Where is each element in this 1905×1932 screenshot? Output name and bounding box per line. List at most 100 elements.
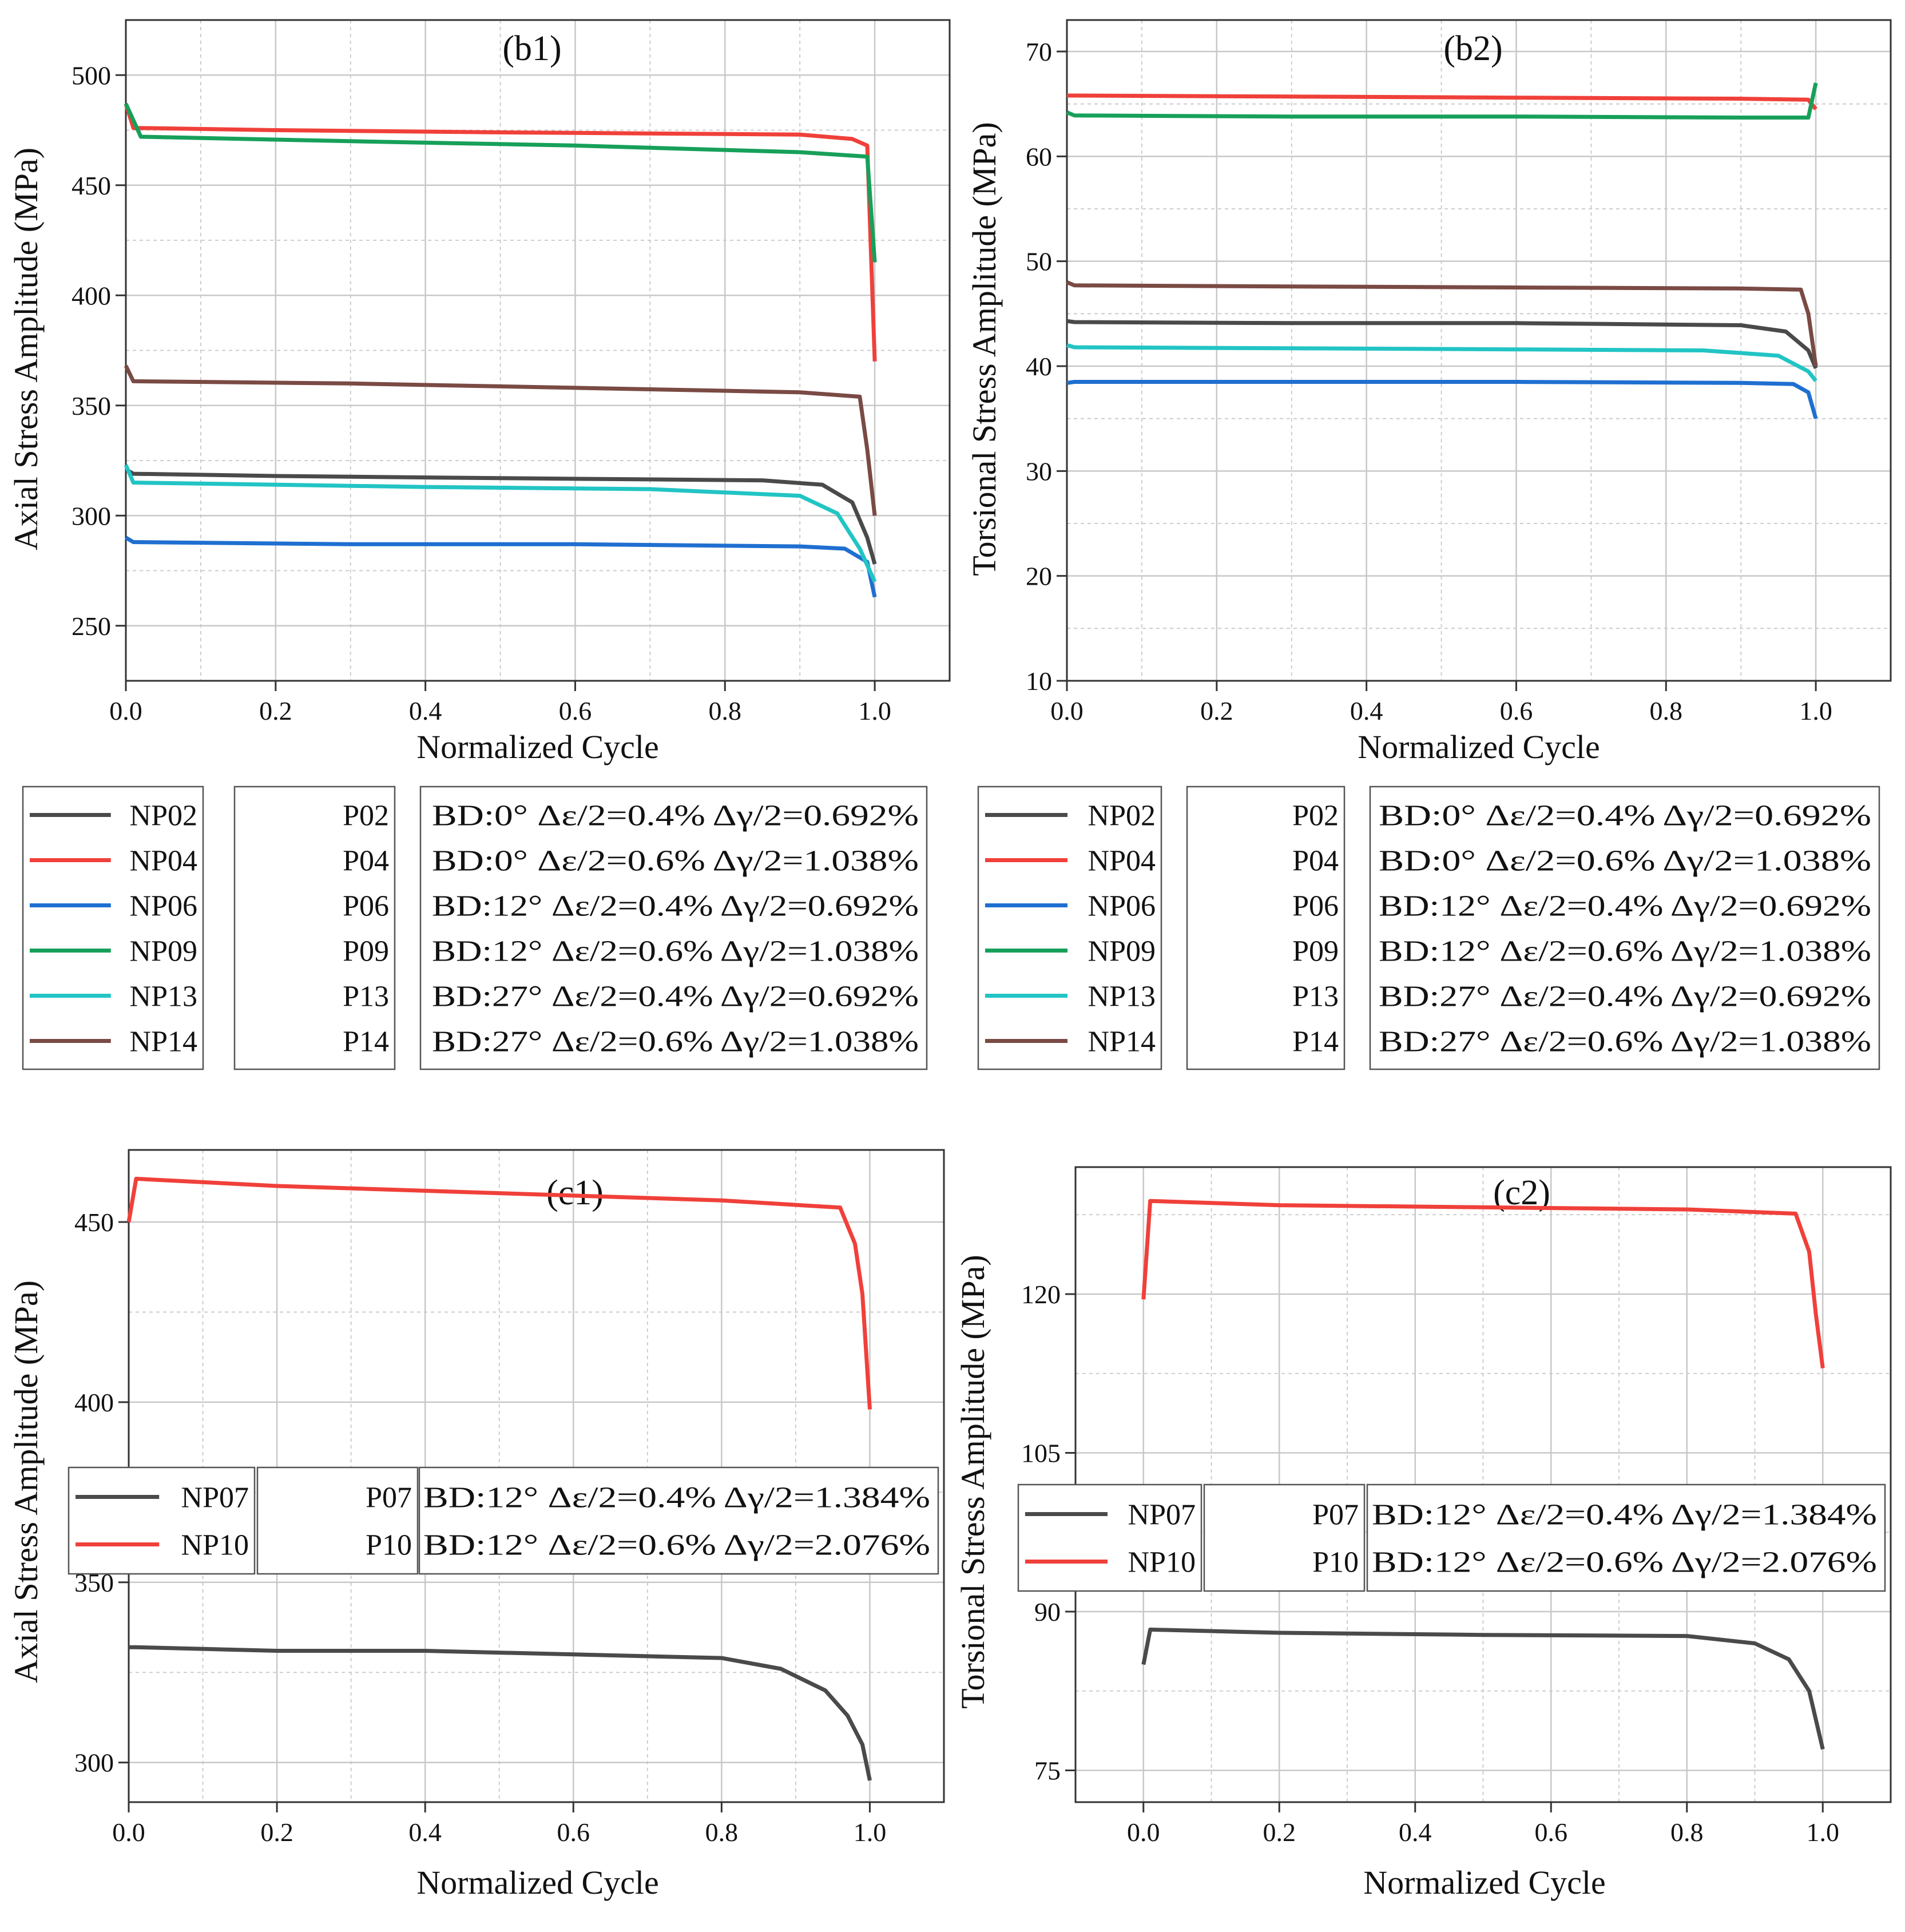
x-tick-label: 0.6 (559, 696, 592, 725)
legend-label-P10: P10 (1312, 1546, 1359, 1579)
legend-description-box (418, 1466, 939, 1575)
series-NP04 (124, 103, 877, 362)
y-tick-label: 450 (72, 171, 111, 200)
x-tick-label: 0.0 (112, 1818, 145, 1847)
series-NP02 (125, 467, 877, 565)
legend-description: BD:0° Δε/2=0.4% Δγ/2=0.692% (1379, 800, 1871, 832)
x-tick-label: 1.0 (858, 696, 891, 725)
x-tick-label: 0.0 (1127, 1818, 1160, 1847)
x-tick-label: 0.4 (408, 1818, 442, 1847)
y-tick-label: 50 (1026, 247, 1052, 276)
series-NP09 (124, 102, 877, 263)
series-P02 (1067, 382, 1816, 440)
legend-label-NP02: NP02 (130, 800, 197, 832)
y-tick-label: 500 (72, 61, 111, 90)
y-tick-label: 30 (1026, 457, 1052, 486)
legend-label-P02: P02 (1292, 800, 1339, 832)
x-axis-title: Normalized Cycle (1363, 1864, 1606, 1901)
legend-label-P04: P04 (343, 845, 389, 878)
legend-label-NP13: NP13 (130, 981, 197, 1013)
legend-label-P07: P07 (1312, 1499, 1359, 1532)
legend-dashed-box (1203, 1483, 1366, 1592)
gridlines (126, 20, 950, 681)
series-NP09 (1066, 82, 1818, 120)
x-tick-label: 0.0 (109, 696, 142, 725)
legend-solid-box (977, 786, 1162, 1070)
legend-label-P02: P02 (343, 800, 389, 832)
legend-label-NP10: NP10 (1128, 1546, 1196, 1579)
legend-description: BD:27° Δε/2=0.4% Δγ/2=0.692% (432, 981, 919, 1013)
series-group (124, 102, 877, 598)
legend-description: BD:12° Δε/2=0.6% Δγ/2=1.038% (432, 935, 919, 968)
y-axis-title: Torsional Stress Amplitude (MPa) (954, 1255, 991, 1708)
legend-label-P14: P14 (343, 1026, 389, 1058)
legend-label-P04: P04 (1292, 845, 1339, 878)
legend-label-NP02: NP02 (1088, 800, 1156, 832)
y-tick-label: 120 (1021, 1280, 1061, 1309)
x-tick-label: 0.6 (1500, 696, 1533, 725)
x-tick-label: 0.8 (709, 696, 742, 725)
y-tick-label: 75 (1034, 1756, 1061, 1786)
legend-description-box (1369, 786, 1880, 1070)
legend-solid-box (1017, 1483, 1202, 1592)
series-NP06 (125, 535, 877, 598)
legend-label-P06: P06 (343, 890, 389, 923)
x-tick-label: 1.0 (854, 1818, 887, 1847)
y-tick-label: 105 (1021, 1439, 1061, 1468)
x-axis-title: Normalized Cycle (416, 1864, 659, 1901)
chart-b1: 0.0 0.2 0.4 0.6 0.8 1.0 250 300 350 400 450 500 Norm… (7, 19, 951, 1070)
y-tick-label: 400 (72, 281, 111, 310)
y-tick-label: 70 (1026, 37, 1052, 66)
legend-label-P09: P09 (343, 935, 389, 968)
panel-label: (c1) (546, 1173, 604, 1212)
y-tick-label: 350 (72, 391, 111, 420)
y-tick-label: 300 (74, 1748, 114, 1778)
series-NP13 (124, 464, 877, 583)
x-axis-title: Normalized Cycle (1358, 728, 1600, 765)
x-tick-label: 0.2 (1263, 1818, 1296, 1847)
series-NP10 (1141, 1199, 1825, 1368)
legend-label-P07: P07 (366, 1482, 412, 1514)
x-tick-label: 0.4 (409, 696, 442, 725)
legend-label-NP06: NP06 (1088, 890, 1156, 923)
panel-label: (b2) (1443, 29, 1502, 68)
legend-description: BD:12° Δε/2=0.4% Δγ/2=0.692% (1379, 890, 1871, 923)
x-tick-label: 0.2 (1200, 696, 1233, 725)
x-tick-label: 0.8 (705, 1818, 739, 1847)
legend-label-P10: P10 (366, 1529, 412, 1562)
legend-description: BD:12° Δε/2=0.4% Δγ/2=0.692% (432, 890, 919, 923)
legend-description: BD:12° Δε/2=0.6% Δγ/2=2.076% (423, 1529, 930, 1562)
legend-label-P14: P14 (1292, 1026, 1339, 1058)
legend-description-box (419, 786, 928, 1070)
panel-label: (b1) (502, 29, 561, 68)
chart-b2: 0.0 0.2 0.4 0.6 0.8 1.0 10 20 30 40 50 60 70 Normaliz… (966, 19, 1892, 1070)
y-tick-label: 40 (1026, 352, 1052, 381)
legend-description: BD:12° Δε/2=0.6% Δγ/2=1.038% (1379, 935, 1871, 968)
legend-description: BD:27° Δε/2=0.4% Δγ/2=0.692% (1379, 981, 1871, 1013)
legend-label-P13: P13 (343, 981, 389, 1013)
series-group (1141, 1199, 1825, 1750)
legend-label-NP07: NP07 (1128, 1499, 1196, 1532)
series-NP14 (124, 364, 877, 516)
legend-solid-box (68, 1466, 256, 1575)
legend-label-P13: P13 (1292, 981, 1339, 1013)
legend-label-NP07: NP07 (181, 1482, 249, 1514)
series-NP14 (1066, 280, 1818, 367)
legend-label-P09: P09 (1292, 935, 1339, 968)
legend-description: BD:0° Δε/2=0.6% Δγ/2=1.038% (432, 845, 919, 878)
legend: NP07 P07 BD:12° Δε/2=0.4% Δγ/2=1.384% NP10 P… (1017, 1483, 1886, 1592)
legend-description: BD:12° Δε/2=0.6% Δγ/2=2.076% (1372, 1546, 1877, 1579)
legend-solid-box (22, 786, 204, 1070)
legend-description: BD:0° Δε/2=0.6% Δγ/2=1.038% (1379, 845, 1871, 878)
legend-description: BD:0° Δε/2=0.4% Δγ/2=0.692% (432, 800, 919, 832)
plot-frame (1066, 19, 1892, 682)
y-tick-label: 450 (74, 1208, 114, 1237)
series-group (126, 1176, 872, 1781)
legend-label-NP06: NP06 (130, 890, 197, 923)
legend-dashed-box (1186, 786, 1346, 1070)
y-tick-label: 300 (72, 501, 111, 530)
y-tick-label: 60 (1026, 142, 1052, 171)
y-axis-title: Axial Stress Amplitude (MPa) (7, 148, 45, 550)
legend-description: BD:27° Δε/2=0.6% Δγ/2=1.038% (432, 1026, 919, 1058)
